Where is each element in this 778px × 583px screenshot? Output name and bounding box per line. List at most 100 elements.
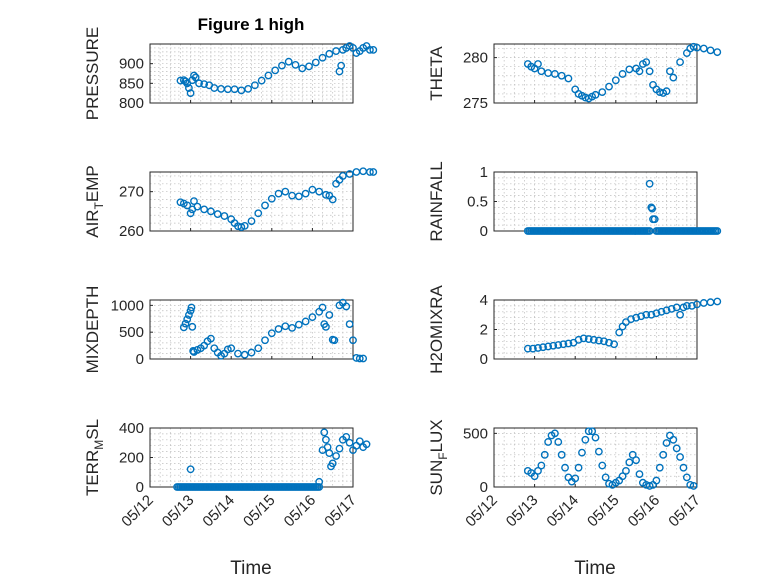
data-point (345, 320, 354, 329)
data-point (676, 310, 684, 319)
subplot-grid: 800 850 900 PRESSURE 275 280 THETA 260 270 AIRTEM… (83, 27, 722, 530)
subplot-air-temp: 260 270 AIRTEMP (83, 165, 378, 240)
y-tick-label: 900 (119, 56, 144, 73)
data-point (686, 480, 695, 489)
data-point (332, 452, 340, 460)
data-point (291, 60, 300, 69)
data-point (200, 205, 209, 214)
y-axis-label: TERRMSL (83, 419, 106, 496)
data-point (308, 185, 317, 194)
subplot-theta: 275 280 THETA (427, 42, 722, 112)
data-point (574, 463, 583, 472)
data-point (669, 73, 678, 82)
data-point (544, 438, 553, 446)
data-point (574, 335, 583, 344)
data-point (322, 190, 330, 199)
data-point (311, 58, 320, 67)
data-point (529, 344, 537, 353)
data-point (610, 340, 619, 349)
data-point (544, 342, 553, 351)
data-point (267, 329, 276, 338)
data-point (647, 310, 656, 319)
y-tick-label: 260 (119, 223, 144, 240)
y-tick-label: 0.5 (467, 194, 488, 211)
data-point (278, 61, 286, 70)
data-point (539, 343, 547, 352)
data-point (672, 444, 681, 453)
data-point (362, 440, 371, 449)
data-point (655, 463, 664, 472)
data-point (366, 46, 374, 54)
data-point (551, 70, 559, 78)
data-point (557, 450, 566, 459)
y-tick-label: 400 (119, 420, 144, 437)
data-point (549, 341, 558, 350)
data-point (676, 453, 684, 461)
data-point (605, 82, 613, 91)
data-point (534, 344, 542, 352)
data-point (200, 80, 209, 89)
data-point (540, 450, 549, 459)
data-point (240, 350, 249, 359)
data-point (257, 76, 266, 85)
data-point (247, 348, 256, 357)
data-point (618, 70, 627, 78)
data-point (662, 306, 671, 315)
data-point (320, 428, 329, 437)
data-point (342, 432, 351, 441)
y-tick-label: 2 (480, 322, 488, 339)
data-point (534, 60, 542, 68)
data-point (594, 336, 603, 345)
data-point (564, 339, 573, 348)
data-point (342, 302, 351, 311)
data-point (659, 450, 668, 459)
data-point (322, 435, 330, 444)
data-point (615, 328, 624, 337)
data-point (223, 345, 232, 354)
data-point (206, 207, 215, 216)
data-point (315, 483, 324, 491)
data-point (261, 201, 269, 210)
data-point (191, 73, 200, 82)
data-point (298, 64, 307, 73)
data-point (330, 336, 339, 345)
data-point (650, 215, 659, 224)
data-point (530, 472, 539, 481)
data-point (181, 319, 190, 328)
data-point (554, 438, 563, 446)
y-tick-label: 0 (136, 351, 144, 368)
data-point (689, 42, 698, 51)
data-point (627, 315, 635, 324)
data-point (179, 323, 188, 332)
y-tick-label: 280 (463, 50, 488, 67)
data-point (281, 322, 290, 331)
data-point (183, 201, 192, 210)
axes-frame (149, 43, 354, 104)
data-point (679, 463, 688, 472)
data-point (706, 46, 715, 55)
data-point (301, 189, 310, 198)
figure-title: Figure 1 high (198, 15, 305, 34)
data-point (600, 337, 608, 346)
y-tick-label: 0 (480, 479, 488, 496)
data-point (611, 76, 620, 85)
data-point (274, 189, 283, 198)
data-point (337, 61, 346, 70)
data-point (195, 79, 203, 88)
data-point (637, 312, 646, 321)
data-point (618, 472, 627, 481)
data-point (305, 62, 313, 71)
data-point (584, 335, 593, 343)
data-point (325, 449, 334, 457)
data-point (186, 89, 195, 98)
data-point (564, 74, 573, 83)
data-point (559, 340, 568, 349)
data-point (578, 448, 586, 457)
subplot-h2omixra: 0 2 4 H2OMIXRA (427, 284, 722, 374)
y-tick-label: 850 (119, 75, 144, 92)
data-point (186, 209, 195, 218)
data-point (294, 320, 303, 329)
data-point (284, 57, 293, 66)
data-point (254, 344, 263, 353)
data-point (652, 309, 661, 318)
